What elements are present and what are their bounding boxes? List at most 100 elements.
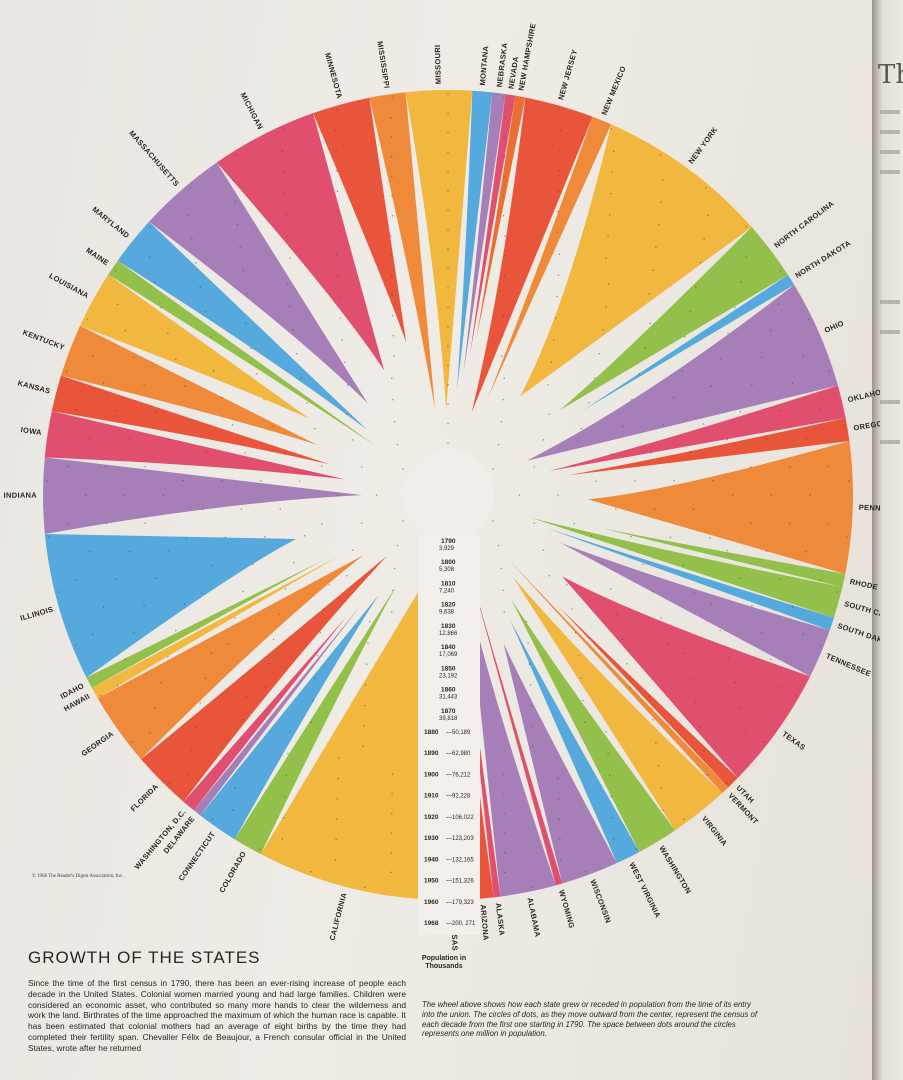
census-dot: [681, 369, 684, 372]
census-dot: [338, 295, 340, 298]
census-dot: [710, 385, 712, 387]
census-dot: [557, 798, 560, 800]
census-dot: [447, 190, 449, 192]
wedge-massachusetts: [149, 162, 368, 404]
census-dot: [234, 787, 236, 789]
census-year: 1890: [424, 750, 439, 757]
census-dot: [503, 852, 506, 854]
wedge-utah: [559, 607, 738, 788]
census-population: —123,203: [446, 836, 474, 842]
census-dot: [99, 694, 102, 697]
census-population: 31,443: [439, 695, 458, 701]
wheel-hub: [402, 449, 494, 541]
census-dot: [666, 643, 669, 645]
wedge-delaware: [193, 604, 362, 816]
census-population: —200, 271: [446, 921, 476, 927]
census-population: —76,212: [446, 772, 471, 778]
census-dot: [503, 195, 505, 197]
census-dot: [66, 522, 69, 525]
state-label: OKLAHOMA: [847, 385, 880, 405]
census-dot: [503, 254, 506, 257]
wedge-florida: [141, 555, 388, 802]
census-dot: [580, 427, 583, 430]
census-dot: [391, 175, 393, 178]
census-dot: [205, 451, 207, 454]
census-dot: [320, 465, 323, 467]
census-dot: [689, 451, 691, 454]
census-dot: [242, 269, 244, 272]
census-dot: [530, 886, 533, 888]
wedge-georgia: [97, 555, 364, 760]
census-dot: [616, 613, 618, 616]
census-dot: [175, 629, 177, 632]
census-dot: [391, 314, 394, 317]
census-dot: [363, 704, 366, 707]
census-dot: [284, 452, 286, 455]
census-dot: [168, 782, 171, 785]
census-dot: [263, 398, 265, 401]
census-dot: [726, 549, 728, 552]
census-dot: [154, 577, 157, 579]
census-dot: [770, 494, 773, 496]
census-dot: [547, 384, 550, 386]
census-dot: [673, 480, 675, 482]
census-dot: [160, 681, 162, 684]
census-dot: [703, 750, 705, 752]
census-dot: [662, 809, 664, 812]
census-year: 1880: [424, 729, 439, 736]
census-dot: [503, 136, 506, 138]
census-dot: [501, 335, 504, 337]
census-dot: [187, 214, 190, 217]
census-dot: [584, 721, 586, 724]
wedge-mississippi: [369, 92, 436, 410]
census-dot: [610, 452, 612, 455]
census-dot: [745, 256, 748, 258]
census-dot: [250, 347, 252, 349]
state-label: NORTH CAROLINA: [772, 199, 835, 250]
census-dot: [634, 480, 636, 482]
census-dot: [124, 658, 127, 661]
census-dot: [607, 752, 609, 755]
census-dot: [836, 591, 838, 593]
census-dot: [528, 663, 531, 665]
census-dot: [447, 209, 449, 212]
census-dot: [337, 494, 339, 496]
census-dot: [558, 169, 561, 172]
census-dot: [195, 262, 197, 264]
census-dot: [392, 335, 395, 337]
census-dot: [360, 466, 363, 468]
census-dot: [260, 480, 262, 482]
census-dot: [337, 777, 339, 780]
census-dot: [242, 718, 244, 721]
census-dot: [607, 283, 610, 285]
census-dot: [559, 149, 561, 152]
census-dot: [503, 377, 505, 380]
census-dot: [337, 210, 339, 213]
census-dot: [788, 465, 791, 468]
census-dot: [642, 563, 644, 566]
census-dot: [285, 774, 288, 776]
census-dot: [391, 610, 393, 613]
census-dot: [705, 187, 707, 189]
census-year: 1850: [441, 665, 456, 672]
census-dot: [727, 332, 729, 335]
census-dot: [284, 192, 286, 195]
census-dot: [154, 281, 156, 283]
census-dot: [615, 508, 617, 510]
census-dot: [189, 187, 191, 189]
census-dot: [264, 686, 267, 689]
state-label: KENTUCKY: [22, 328, 66, 352]
census-dot: [252, 563, 254, 566]
page-title: GROWTH OF THE STATES: [28, 948, 261, 967]
census-dot: [391, 793, 393, 795]
census-dot: [447, 248, 449, 250]
census-dot: [154, 707, 156, 709]
census-dot: [648, 695, 651, 698]
census-dot: [612, 838, 615, 840]
census-dot: [114, 270, 117, 272]
census-dot: [367, 642, 369, 644]
facing-page-edge: Th: [872, 0, 903, 1080]
census-dot: [245, 292, 248, 295]
census-dot: [242, 590, 244, 593]
